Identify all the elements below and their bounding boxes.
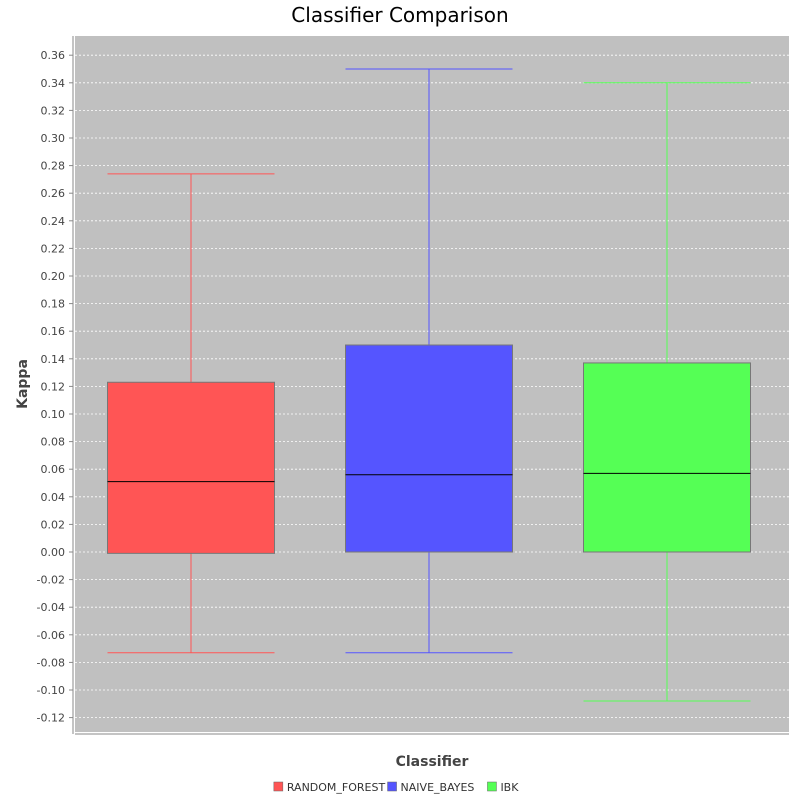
- y-tick-label: 0.16: [41, 325, 66, 338]
- y-tick-label: -0.06: [37, 629, 65, 642]
- y-tick-label: 0.00: [41, 546, 66, 559]
- y-tick-label: 0.04: [41, 491, 66, 504]
- iqr-box: [583, 362, 751, 553]
- x-axis-label: Classifier: [396, 754, 469, 770]
- y-tick-label: 0.28: [41, 160, 66, 173]
- y-tick-label: -0.04: [37, 601, 65, 614]
- y-tick-label: 0.32: [41, 104, 66, 117]
- y-tick-label: 0.10: [41, 408, 66, 421]
- iqr-box: [345, 344, 513, 553]
- box-ibk: [583, 82, 751, 702]
- y-tick-label: 0.34: [41, 77, 66, 90]
- y-tick-label: 0.14: [41, 353, 66, 366]
- y-tick-label: 0.22: [41, 242, 66, 255]
- box-naive-bayes: [345, 68, 513, 654]
- legend-label-random-forest: RANDOM_FOREST: [287, 781, 386, 794]
- y-tick-label: 0.36: [41, 49, 66, 62]
- legend-swatch-naive-bayes: [387, 781, 397, 792]
- y-tick-label: 0.06: [41, 463, 66, 476]
- y-tick-label: -0.12: [37, 712, 65, 725]
- y-axis-ticks: -0.12 -0.10 -0.08 -0.06 -0.04 -0.02 0.00 0.02 0.…: [37, 49, 73, 725]
- y-tick-label: 0.12: [41, 380, 66, 393]
- legend-label-naive-bayes: NAIVE_BAYES: [401, 781, 475, 794]
- y-tick-label: -0.02: [37, 574, 65, 587]
- y-tick-label: 0.26: [41, 187, 66, 200]
- y-tick-label: 0.18: [41, 298, 66, 311]
- legend: RANDOM_FOREST NAIVE_BAYES IBK: [273, 781, 519, 794]
- chart-title: Classifier Comparison: [291, 3, 508, 27]
- y-tick-label: -0.10: [37, 684, 65, 697]
- y-tick-label: 0.30: [41, 132, 66, 145]
- box-random-forest: [107, 173, 275, 654]
- legend-label-ibk: IBK: [500, 781, 519, 794]
- y-axis-label: Kappa: [15, 359, 31, 409]
- legend-swatch-ibk: [487, 781, 497, 792]
- y-tick-label: 0.02: [41, 518, 66, 531]
- y-tick-label: -0.08: [37, 656, 65, 669]
- y-tick-label: 0.08: [41, 436, 66, 449]
- y-tick-label: 0.20: [41, 270, 66, 283]
- iqr-box: [107, 381, 275, 554]
- y-tick-label: 0.24: [41, 215, 66, 228]
- legend-swatch-random-forest: [273, 781, 284, 792]
- boxes: [107, 68, 751, 702]
